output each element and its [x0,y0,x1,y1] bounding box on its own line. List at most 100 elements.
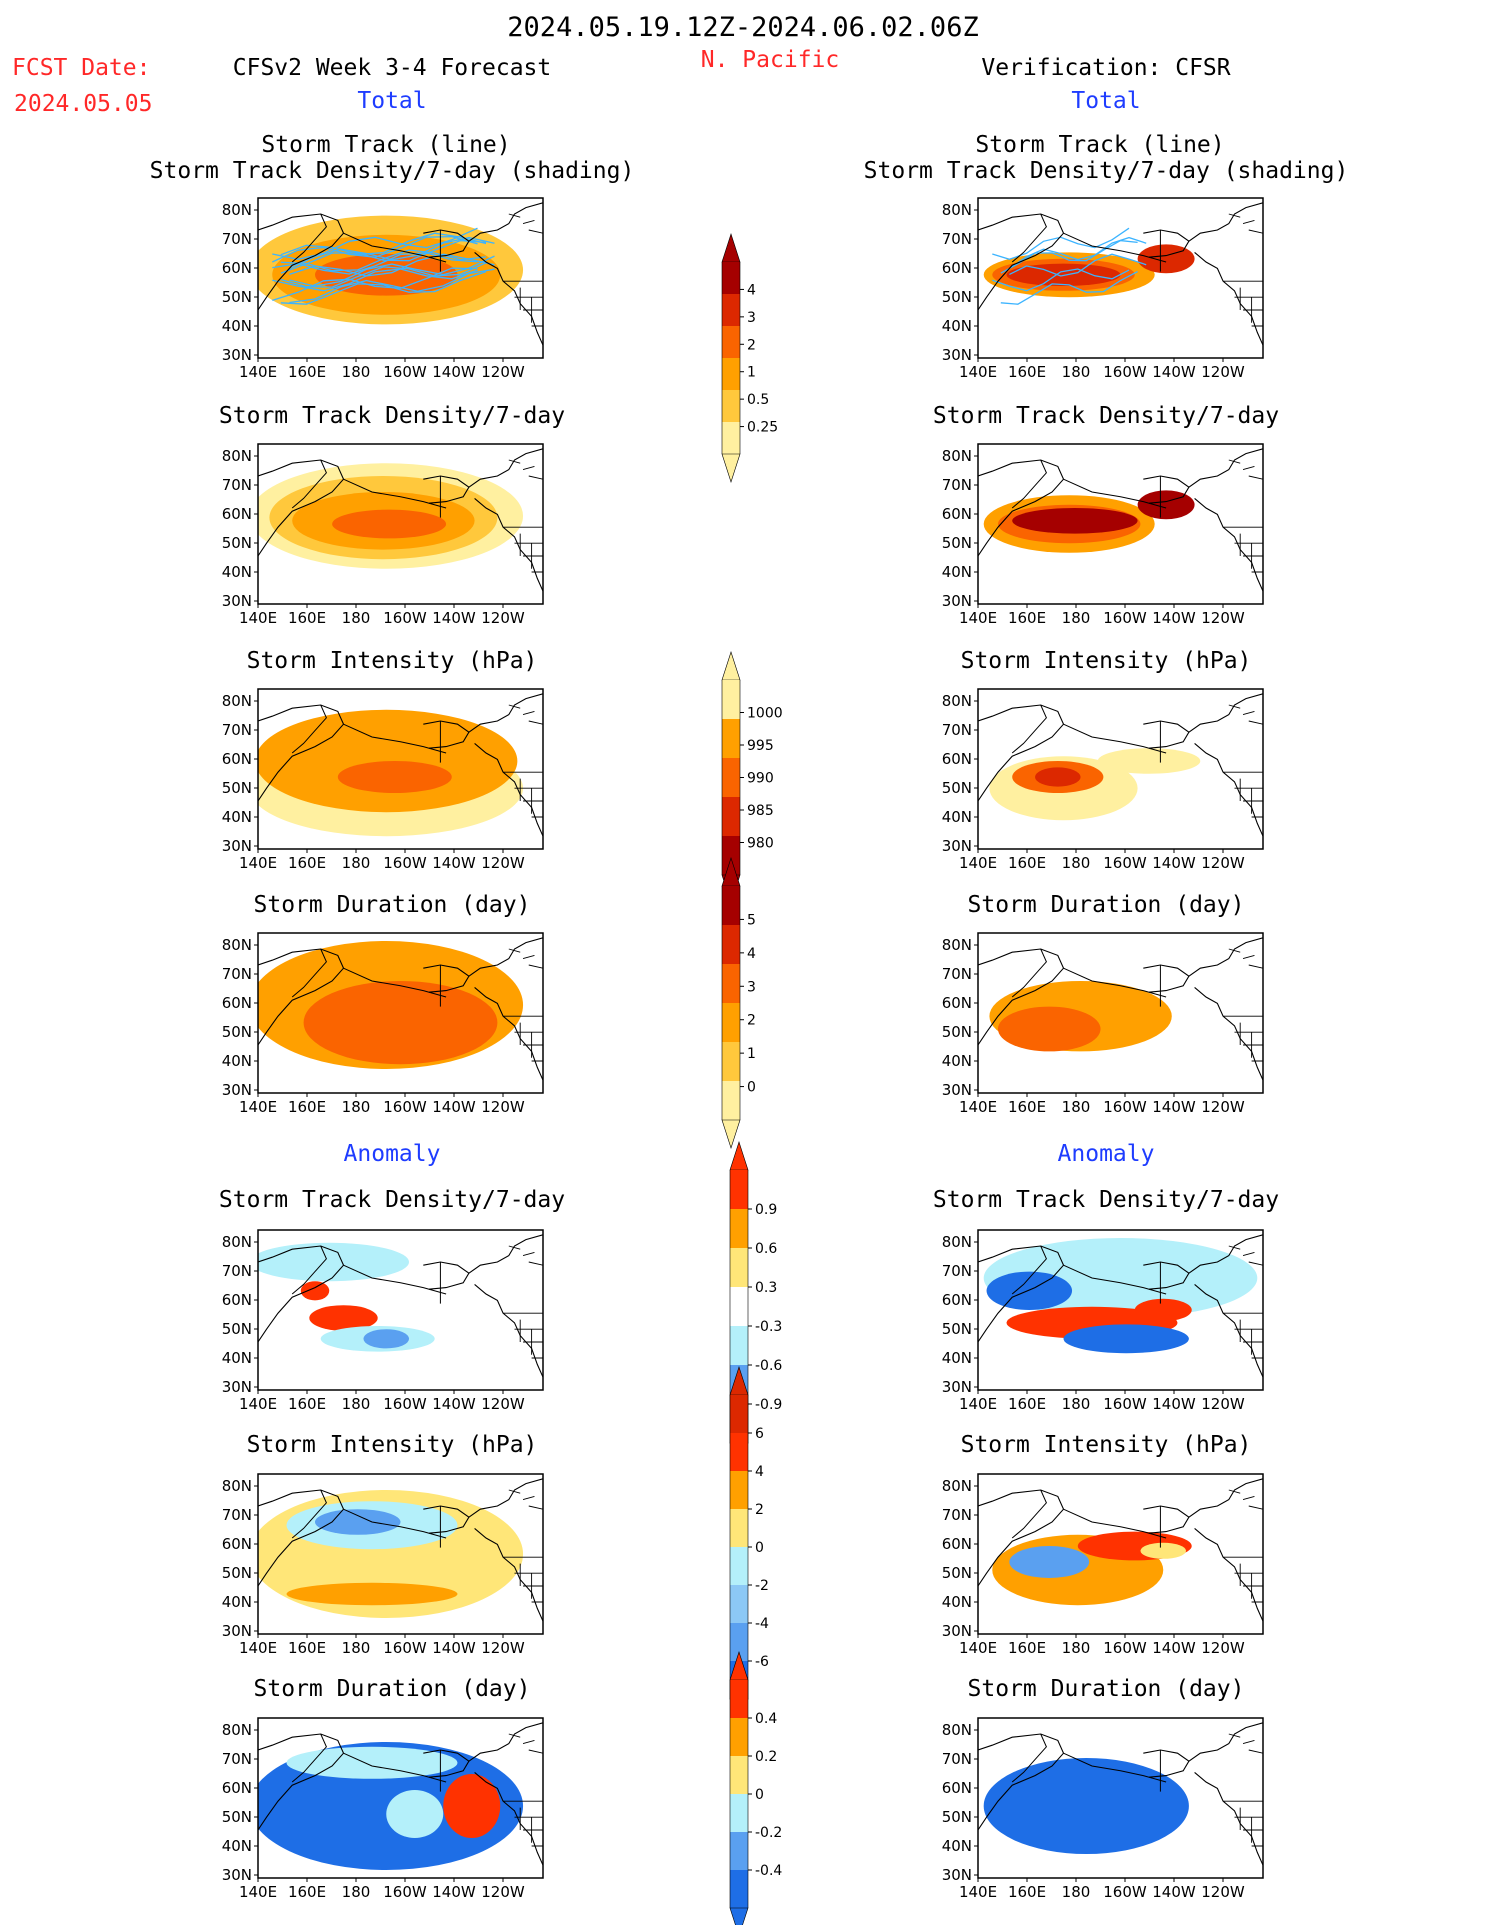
lon-tick-label: 180 [342,1883,371,1901]
title-track-line-right: Storm Track (line) [975,132,1225,158]
lat-tick-label: 50N [942,1320,972,1338]
lon-tick-label: 120W [481,1639,525,1657]
lat-tick-label: 70N [222,1506,252,1524]
lat-tick-label: 30N [222,1866,252,1884]
lon-tick-label: 140W [1152,609,1196,627]
lat-tick-label: 30N [942,1378,972,1396]
colorbar-label: 0.6 [755,1241,777,1257]
shading-region [258,709,518,813]
lon-tick-label: 120W [481,1098,525,1116]
title-duration-total-left: Storm Duration (day) [253,892,531,918]
lon-tick-label: 160W [383,1883,427,1901]
lon-tick-label: 140W [1152,1395,1196,1413]
lon-tick-label: 160W [1103,854,1147,872]
lon-tick-label: 140E [959,1883,997,1901]
colorbar-label: 5 [747,912,756,928]
colorbar-swatch [722,390,740,422]
lon-tick-label: 160W [1103,1098,1147,1116]
lon-tick-label: 140E [239,1395,277,1413]
lon-tick-label: 120W [481,609,525,627]
lon-tick-label: 160W [383,609,427,627]
shading-region [983,1758,1189,1854]
colorbar-label: 1 [747,1046,756,1062]
colorbar-label: 6 [755,1426,764,1442]
lat-tick-label: 60N [222,505,252,523]
colorbar-label: 0.5 [747,392,769,408]
colorbar-label: -0.2 [755,1825,782,1841]
lon-tick-label: 160E [288,854,326,872]
lat-tick-label: 70N [942,230,972,248]
lat-tick-label: 70N [942,476,972,494]
lon-tick-label: 140E [239,609,277,627]
lat-tick-label: 60N [942,1291,972,1309]
colorbar-label: -0.4 [755,1863,782,1879]
region-label: N. Pacific [700,47,840,73]
lat-tick-label: 30N [942,1622,972,1640]
lon-tick-label: 140W [1152,1639,1196,1657]
colorbar-swatch [730,1471,748,1509]
lon-tick-label: 160E [1008,1395,1046,1413]
lon-tick-label: 160W [383,854,427,872]
title-duration-anom-left: Storm Duration (day) [253,1676,531,1702]
lon-tick-label: 180 [1062,1098,1091,1116]
shading-region [337,761,452,793]
map-frame [977,932,1264,1094]
lat-tick-label: 50N [942,779,972,797]
colorbar-label: -0.3 [755,1319,782,1335]
colorbar-swatch [730,1718,748,1756]
lat-tick-label: 80N [942,201,972,219]
lat-tick-label: 50N [942,1808,972,1826]
shading-region [997,1006,1101,1052]
shading-region [286,1582,458,1606]
colorbar-swatch [722,294,740,326]
colorbar-swatch [722,680,740,719]
map-frame [257,1473,544,1635]
shading-region [309,1305,378,1331]
lon-tick-label: 140E [959,1098,997,1116]
title-duration-total-right: Storm Duration (day) [967,892,1245,918]
lat-tick-label: 40N [222,808,252,826]
colorbar-label: 0.3 [755,1280,777,1296]
colorbar-swatch [722,262,740,294]
lon-tick-label: 140W [1152,1098,1196,1116]
lat-tick-label: 80N [222,692,252,710]
lat-tick-label: 80N [222,936,252,954]
lon-tick-label: 160W [1103,1395,1147,1413]
title-density-anom-right: Storm Track Density/7-day [932,1187,1280,1213]
lon-tick-label: 140W [432,1639,476,1657]
title-intensity-anom-right: Storm Intensity (hPa) [960,1432,1252,1458]
lat-tick-label: 70N [942,1506,972,1524]
lon-tick-label: 160W [383,363,427,381]
lon-tick-label: 160W [383,1639,427,1657]
colorbar-swatch [730,1832,748,1870]
colorbar-swatch [730,1870,748,1908]
lon-tick-label: 180 [1062,1395,1091,1413]
lon-tick-label: 160E [1008,363,1046,381]
section-total-left: Total [357,88,427,114]
lat-tick-label: 40N [222,1593,252,1611]
map-frame [977,197,1264,359]
lon-tick-label: 180 [1062,609,1091,627]
lat-tick-label: 60N [942,505,972,523]
colorbar-swatch [730,1623,748,1661]
lon-tick-label: 140E [239,854,277,872]
colorbar-label: 990 [747,771,774,787]
lon-tick-label: 160E [288,1098,326,1116]
lon-tick-label: 160E [288,1395,326,1413]
shading-region [1035,767,1081,787]
lon-tick-label: 120W [1201,1883,1245,1901]
lat-tick-label: 60N [222,1779,252,1797]
colorbar-swatch [730,1680,748,1718]
colorbar-swatch [730,1794,748,1832]
lat-tick-label: 70N [222,965,252,983]
lat-tick-label: 50N [942,288,972,306]
shading-region [258,1242,410,1282]
lon-tick-label: 140E [959,1395,997,1413]
lon-tick-label: 120W [1201,1639,1245,1657]
lon-tick-label: 120W [1201,609,1245,627]
colorbar-label: 4 [747,946,756,962]
